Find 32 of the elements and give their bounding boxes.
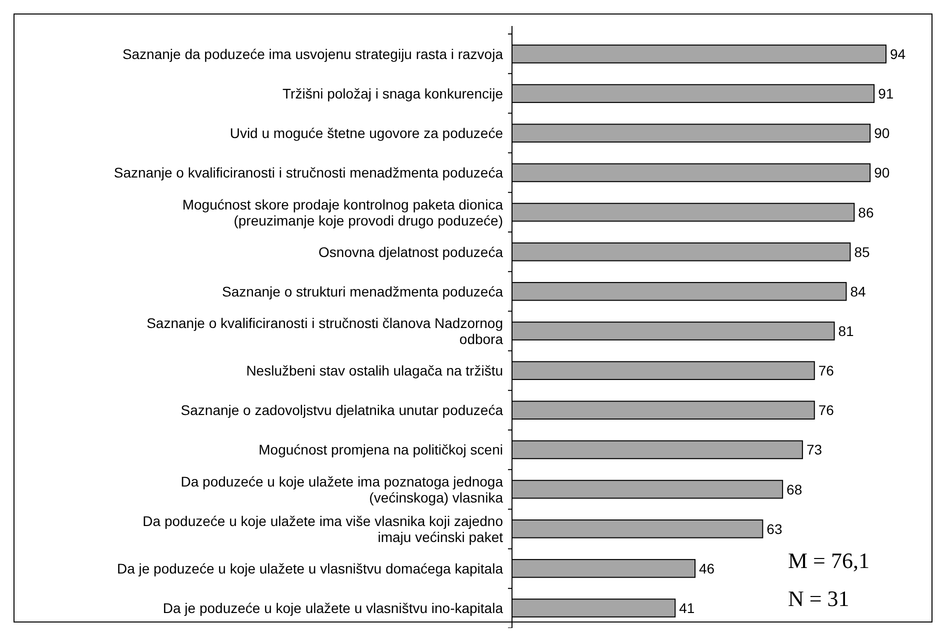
data-label: 63 [766,520,782,537]
data-label: 91 [878,86,894,102]
y-tick-label: Da poduzeće u koje ulažete ima više vlasnika koji zajedno imaju većinski paket [142,512,504,545]
y-tick-label: Saznanje o zadovoljstvu djelatnika unutar poduzeća [180,402,504,418]
data-label: 90 [874,164,890,181]
data-label: 86 [858,204,874,220]
y-tick-label: Tržišni položaj i snaga konkurencije [282,86,504,102]
data-label: 81 [838,323,854,339]
y-tick-label: Saznanje o kvalificiranosti i stručnosti članova Nadzornog odbora [146,315,504,347]
y-tick-label: Neslužbeni stav ostalih ulagača na tržištu [246,362,503,379]
y-tick-label: Saznanje o kvalificiranosti i stručnosti menadžmenta poduzeća [114,164,504,181]
data-label: 84 [850,283,866,300]
annotation: N = 31 [788,586,850,611]
data-label: 46 [699,560,715,576]
data-label: 85 [854,244,870,260]
y-tick-label: Da poduzeće u koje ulažete ima poznatoga jednoga (većinskoga) vlasnika [180,473,504,506]
y-tick-label: Uvid u moguće štetne ugovore za poduzeće [230,125,504,142]
y-tick-label: Mogućnost promjena na političkoj sceni [258,442,503,458]
data-label: 73 [806,442,822,458]
y-tick-label: Da je poduzeće u koje ulažete u vlasništvu domaćega kapitala [116,560,504,576]
y-tick-label: Osnovna djelatnost poduzeća [318,244,504,260]
data-label: 68 [786,481,802,498]
data-label: 94 [890,46,906,62]
data-label: 90 [874,125,890,142]
data-label: 76 [818,402,834,418]
annotation: M = 76,1 [788,548,870,573]
y-tick-label: Mogućnost skore prodaje kontrolnog paketa dionica (preuzimanje koje provodi drugo poduzeće) [182,196,504,228]
data-label: 41 [679,600,695,616]
y-tick-label: Saznanje o strukturi menadžmenta poduzeća [222,283,504,300]
y-tick-label: Da je poduzeće u koje ulažete u vlasništvu ino-kapitala [162,600,504,616]
y-tick-label: Saznanje da poduzeće ima usvojenu strategiju rasta i razvoja [122,46,504,62]
data-label: 76 [818,362,834,379]
